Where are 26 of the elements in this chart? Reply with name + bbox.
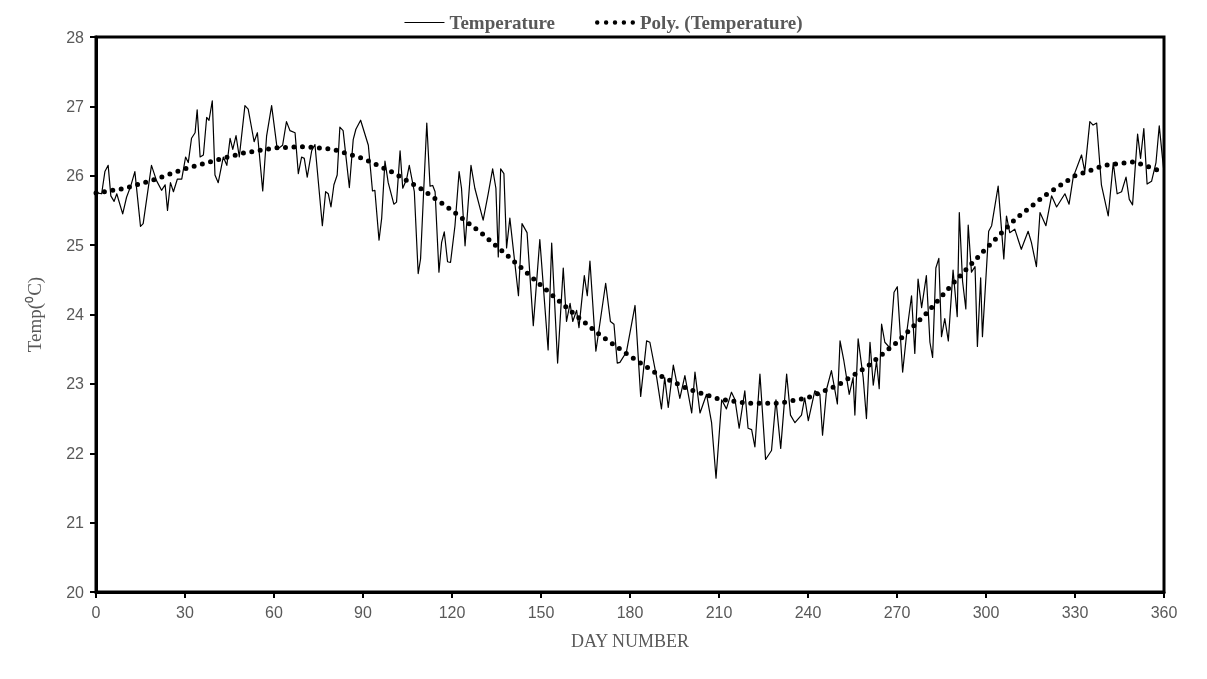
x-tick-label: 90 (354, 603, 372, 621)
x-axis-title: DAY NUMBER (570, 631, 690, 651)
x-tick-label: 60 (265, 603, 283, 621)
y-tick-label: 20 (66, 583, 85, 601)
y-tick-label: 22 (66, 444, 85, 462)
x-tick-label: 270 (883, 603, 911, 621)
y-axis-title: Temp(⁰C) (24, 276, 46, 353)
y-tick-label: 23 (66, 375, 85, 393)
legend-label: Poly. (Temperature) (640, 12, 803, 34)
x-tick-label: 150 (527, 603, 555, 621)
y-tick-label: 26 (66, 167, 85, 185)
y-tick-label: 21 (66, 514, 85, 532)
y-tick-label: 27 (66, 97, 85, 115)
x-tick-label: 30 (176, 603, 194, 621)
y-tick-label: 28 (66, 28, 85, 46)
x-tick-label: 360 (1150, 603, 1178, 621)
x-tick-label: 330 (1061, 603, 1089, 621)
x-tick-label: 0 (91, 603, 101, 621)
x-tick-label: 240 (794, 603, 822, 621)
legend-label: Temperature (449, 12, 556, 33)
x-tick-label: 120 (438, 603, 466, 621)
x-tick-label: 210 (705, 603, 733, 621)
y-tick-label: 24 (66, 306, 85, 323)
x-tick-label: 300 (972, 603, 1000, 621)
x-tick-label: 180 (616, 603, 644, 621)
y-tick-label: 25 (66, 236, 85, 254)
